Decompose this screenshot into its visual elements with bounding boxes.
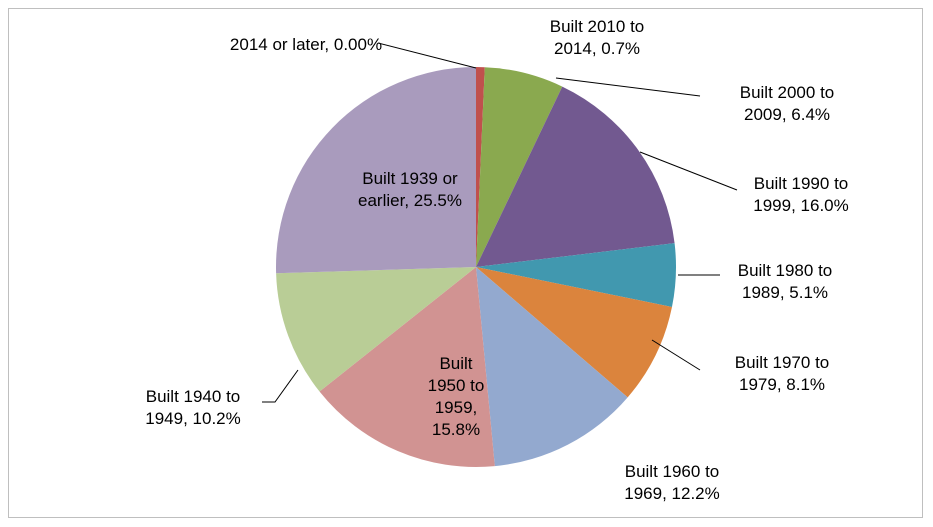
slice-value: 16.0% [800, 196, 849, 215]
leader-line [262, 369, 299, 403]
pie-slice [319, 267, 495, 467]
slice-value: 10.2% [192, 409, 241, 428]
slice-value: 6.4% [791, 105, 831, 124]
slice-value: 15.8% [431, 420, 481, 439]
slice-value: 0.7% [601, 39, 641, 58]
data-label: Built 2010 to 20140.7% [532, 16, 662, 60]
pie-slice [476, 267, 628, 467]
pie-slice [476, 267, 672, 398]
data-label: Built 1990 to 199916.0% [731, 173, 871, 217]
leader-line [555, 77, 701, 97]
slice-category: Built 1950 to 1959 [428, 354, 485, 417]
pie-slice [276, 267, 476, 392]
pie-slice [476, 86, 675, 267]
data-label: 2014 or later0.00% [226, 34, 386, 56]
data-label: Built 1970 to 19798.1% [717, 352, 847, 396]
data-label: Built 2000 to 20096.4% [722, 82, 852, 126]
slice-value: 12.2% [671, 484, 720, 503]
chart-frame [8, 8, 923, 518]
slice-category: 2014 or later [230, 35, 334, 54]
pie-slice [276, 67, 476, 274]
data-label: Built 1940 to 194910.2% [123, 386, 263, 430]
data-label: Built 1939 or earlier25.5% [353, 168, 468, 212]
pie-slice [476, 67, 485, 267]
slice-value: 5.1% [789, 283, 829, 302]
data-label: Built 1980 to 19895.1% [720, 260, 850, 304]
leader-line [377, 42, 477, 69]
data-label: Built 1950 to 1959 15.8% [419, 353, 494, 441]
pie-slice [476, 243, 676, 307]
data-label: Built 1960 to 196912.2% [602, 461, 742, 505]
slice-value: 8.1% [786, 375, 826, 394]
slice-value: 0.00% [333, 35, 383, 54]
leader-line [651, 339, 701, 371]
pie-slice [476, 67, 563, 267]
leader-line [639, 151, 738, 191]
slice-value: 25.5% [413, 191, 462, 210]
